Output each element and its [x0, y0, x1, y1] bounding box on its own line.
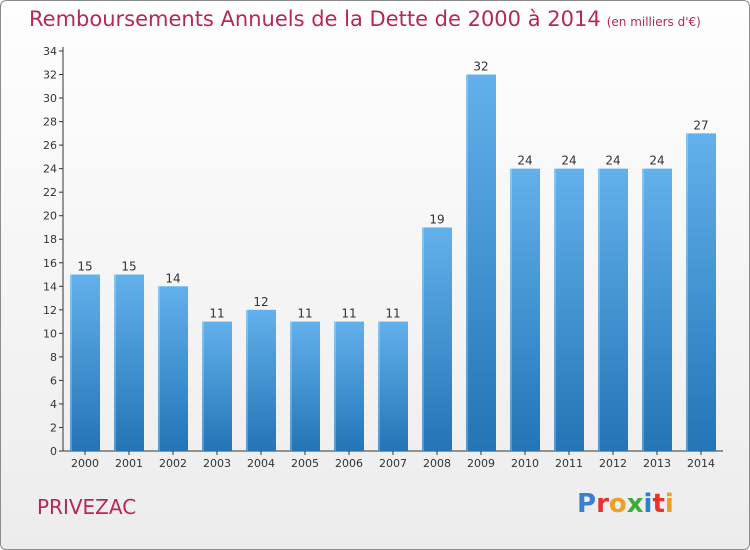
data-label: 24	[649, 154, 664, 168]
y-tick-label: 2	[50, 421, 57, 434]
bar	[466, 74, 496, 451]
bar	[246, 309, 276, 451]
data-label: 19	[429, 212, 444, 226]
data-label: 11	[341, 307, 356, 321]
x-tick-label: 2003	[203, 457, 231, 470]
bar	[378, 321, 408, 451]
x-tick-label: 2006	[335, 457, 363, 470]
x-tick-label: 2014	[687, 457, 715, 470]
data-label: 24	[517, 154, 532, 168]
bar-highlight	[334, 321, 336, 451]
logo-letter: t	[652, 489, 665, 519]
logo-letter: P	[577, 489, 597, 519]
y-tick-label: 20	[43, 210, 57, 223]
x-tick-label: 2005	[291, 457, 319, 470]
data-label: 15	[121, 260, 136, 274]
bar-highlight	[70, 274, 72, 451]
x-tick-label: 2010	[511, 457, 539, 470]
bar-highlight	[158, 286, 160, 451]
bar	[510, 168, 540, 451]
x-tick-label: 2000	[71, 457, 99, 470]
proxiti-logo: Proxiti	[577, 489, 674, 519]
bar-highlight	[422, 227, 424, 451]
chart-title: Remboursements Annuels de la Dette de 20…	[29, 7, 701, 31]
x-tick-label: 2001	[115, 457, 143, 470]
y-tick-label: 12	[43, 304, 57, 317]
y-tick-label: 32	[43, 69, 57, 82]
y-tick-label: 16	[43, 257, 57, 270]
chart-title-text: Remboursements Annuels de la Dette de 20…	[29, 7, 601, 31]
y-tick-label: 4	[50, 398, 57, 411]
data-label: 11	[209, 307, 224, 321]
chart-unit: (en milliers d'€)	[606, 15, 701, 29]
data-label: 12	[253, 295, 268, 309]
y-tick-label: 34	[43, 45, 57, 58]
y-tick-label: 6	[50, 374, 57, 387]
y-tick-label: 18	[43, 233, 57, 246]
bar	[202, 321, 232, 451]
y-tick-label: 8	[50, 351, 57, 364]
logo-letter: x	[626, 489, 644, 519]
bar	[554, 168, 584, 451]
x-tick-label: 2002	[159, 457, 187, 470]
logo-letter: i	[664, 489, 674, 519]
bar-highlight	[378, 321, 380, 451]
data-label: 24	[605, 154, 620, 168]
bar	[422, 227, 452, 451]
bar-highlight	[686, 133, 688, 451]
bar	[686, 133, 716, 451]
bar	[70, 274, 100, 451]
bar	[114, 274, 144, 451]
commune-name: PRIVEZAC	[37, 495, 137, 519]
bar-highlight	[246, 309, 248, 451]
x-tick-label: 2011	[555, 457, 583, 470]
data-label: 27	[693, 118, 708, 132]
bar	[642, 168, 672, 451]
x-tick-label: 2004	[247, 457, 275, 470]
bar	[334, 321, 364, 451]
data-label: 11	[385, 307, 400, 321]
logo-letter: r	[596, 489, 609, 519]
y-tick-label: 28	[43, 116, 57, 129]
y-tick-label: 30	[43, 92, 57, 105]
bar-highlight	[466, 74, 468, 451]
y-tick-label: 26	[43, 139, 57, 152]
data-label: 24	[561, 154, 576, 168]
logo-letter: o	[608, 489, 627, 519]
y-tick-label: 24	[43, 163, 57, 176]
bar-highlight	[290, 321, 292, 451]
data-label: 11	[297, 307, 312, 321]
x-tick-label: 2007	[379, 457, 407, 470]
data-label: 15	[77, 260, 92, 274]
bar	[158, 286, 188, 451]
bar-highlight	[202, 321, 204, 451]
bar-highlight	[642, 168, 644, 451]
logo-letter: i	[643, 489, 653, 519]
bar-highlight	[554, 168, 556, 451]
x-tick-label: 2013	[643, 457, 671, 470]
data-label: 32	[473, 60, 488, 74]
data-label: 14	[165, 271, 180, 285]
x-tick-label: 2008	[423, 457, 451, 470]
x-tick-label: 2012	[599, 457, 627, 470]
y-tick-label: 0	[50, 445, 57, 458]
bar-highlight	[114, 274, 116, 451]
y-tick-label: 22	[43, 186, 57, 199]
x-tick-label: 2009	[467, 457, 495, 470]
bar-highlight	[510, 168, 512, 451]
y-tick-label: 14	[43, 280, 57, 293]
bar	[598, 168, 628, 451]
y-tick-label: 10	[43, 327, 57, 340]
bar-highlight	[598, 168, 600, 451]
bar	[290, 321, 320, 451]
